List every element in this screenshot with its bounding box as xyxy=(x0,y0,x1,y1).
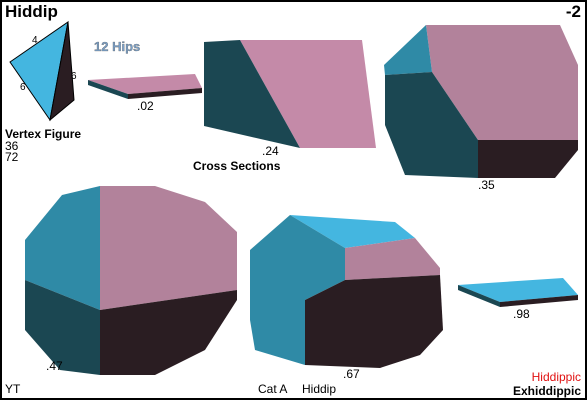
section-label: .02 xyxy=(137,99,154,113)
title: Hiddip xyxy=(5,2,58,21)
section-label: .35 xyxy=(478,178,495,192)
vertex-count: 36 xyxy=(5,139,19,153)
face xyxy=(345,238,440,280)
vertex-face xyxy=(49,21,75,122)
face xyxy=(88,80,128,99)
edge-label: 6 xyxy=(71,71,77,82)
face xyxy=(305,275,443,368)
face xyxy=(385,72,478,178)
section-label: .98 xyxy=(513,307,530,321)
face xyxy=(478,140,578,178)
index: -2 xyxy=(566,2,581,21)
face xyxy=(290,215,415,248)
army: Hiddippic xyxy=(532,370,581,384)
section-label: .47 xyxy=(46,359,63,373)
face xyxy=(100,186,237,310)
face xyxy=(204,40,300,148)
cross-sections-label: Cross Sections xyxy=(193,159,281,173)
face xyxy=(25,280,100,375)
edge-label: 4 xyxy=(32,35,38,46)
face xyxy=(128,88,202,99)
vertex-count: 72 xyxy=(5,150,19,164)
face xyxy=(426,25,578,140)
face xyxy=(458,285,500,307)
section-label: .67 xyxy=(343,367,360,381)
face xyxy=(500,295,578,307)
regiment: Exhiddippic xyxy=(513,384,581,398)
face xyxy=(88,74,202,94)
author: YT xyxy=(5,382,21,396)
face xyxy=(240,40,376,148)
category: Cat A xyxy=(258,382,287,396)
face xyxy=(25,186,100,310)
face xyxy=(384,25,432,75)
face xyxy=(250,215,345,365)
name: Hiddip xyxy=(302,382,336,396)
section-label: .24 xyxy=(262,144,279,158)
vertex-label: Vertex Figure xyxy=(5,127,81,141)
face xyxy=(100,290,237,375)
face xyxy=(458,278,578,302)
subtitle: 12 Hips xyxy=(94,39,140,54)
edge-label: 6 xyxy=(20,82,26,93)
